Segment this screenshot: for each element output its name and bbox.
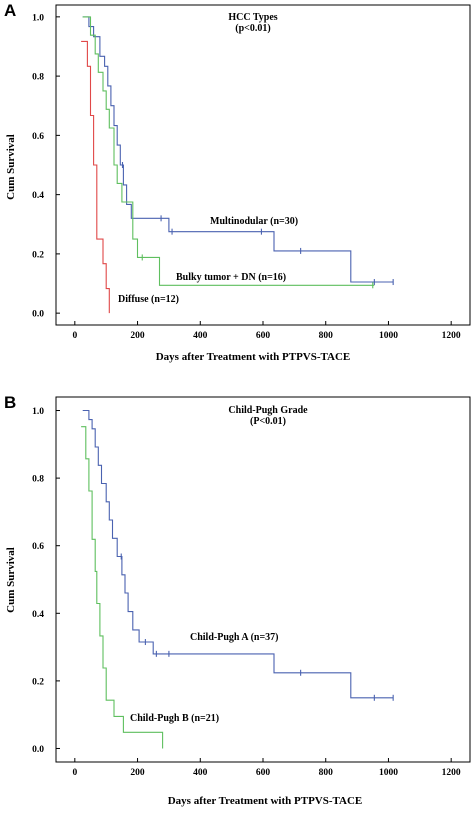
panel-b-label-grade-b: Child-Pugh B (n=21) bbox=[130, 713, 219, 724]
panel-a-subtitle: (p<0.01) bbox=[235, 23, 270, 34]
panel-b-letter: B bbox=[4, 393, 16, 412]
y-tick-label: 0.0 bbox=[32, 310, 44, 320]
x-tick-label: 1200 bbox=[442, 768, 461, 778]
series-line-1 bbox=[82, 16, 375, 286]
panel-a-title: HCC Types bbox=[228, 12, 277, 23]
y-tick-label: 1.0 bbox=[32, 13, 44, 23]
series-line-1 bbox=[81, 426, 164, 749]
panel-a-y-axis-label: Cum Survival bbox=[5, 134, 17, 200]
panel-a-label-multinodular: Multinodular (n=30) bbox=[210, 216, 298, 227]
x-tick-label: 400 bbox=[193, 768, 208, 778]
panel-b-y-ticks: 0.0 0.2 0.4 0.6 0.8 1.0 bbox=[32, 407, 60, 755]
y-tick-label: 0.4 bbox=[32, 610, 44, 620]
x-tick-label: 200 bbox=[130, 768, 145, 778]
x-tick-label: 1000 bbox=[379, 768, 398, 778]
x-tick-label: 0 bbox=[72, 768, 77, 778]
x-tick-label: 1200 bbox=[442, 331, 461, 341]
y-tick-label: 0.2 bbox=[32, 677, 44, 687]
x-tick-label: 200 bbox=[130, 331, 145, 341]
panel-a-x-axis-label: Days after Treatment with PTPVS-TACE bbox=[156, 351, 351, 363]
panel-a: A HCC Types (p<0.01) Cum Survival Days a… bbox=[4, 1, 471, 363]
x-tick-label: 800 bbox=[319, 768, 334, 778]
x-tick-label: 600 bbox=[256, 768, 271, 778]
y-tick-label: 0.0 bbox=[32, 745, 44, 755]
y-tick-label: 0.8 bbox=[32, 73, 44, 83]
panel-a-x-ticks: 0 200 400 600 800 1000 1200 bbox=[72, 321, 461, 341]
x-tick-label: 400 bbox=[193, 331, 208, 341]
y-tick-label: 0.8 bbox=[32, 475, 44, 485]
panel-a-series bbox=[81, 16, 394, 314]
panel-a-label-bulky: Bulky tumor + DN (n=16) bbox=[176, 272, 286, 283]
x-tick-label: 800 bbox=[319, 331, 334, 341]
panel-a-letter: A bbox=[4, 1, 16, 20]
panel-b-label-grade-a: Child-Pugh A (n=37) bbox=[190, 632, 279, 643]
panel-a-y-ticks: 0.0 0.2 0.4 0.6 0.8 1.0 bbox=[32, 13, 60, 320]
x-tick-label: 0 bbox=[72, 331, 77, 341]
panel-b-x-axis-label: Days after Treatment with PTPVS-TACE bbox=[168, 795, 363, 807]
panel-b-y-axis-label: Cum Survival bbox=[5, 547, 17, 613]
x-tick-label: 1000 bbox=[379, 331, 398, 341]
panel-b-title: Child-Pugh Grade bbox=[228, 405, 308, 416]
series-line-2 bbox=[81, 40, 110, 314]
y-tick-label: 1.0 bbox=[32, 407, 44, 417]
y-tick-label: 0.4 bbox=[32, 191, 44, 201]
y-tick-label: 0.2 bbox=[32, 250, 44, 260]
panel-b-x-ticks: 0 200 400 600 800 1000 1200 bbox=[72, 758, 461, 778]
series-line-0 bbox=[82, 409, 394, 699]
y-tick-label: 0.6 bbox=[32, 542, 44, 552]
panel-b-series bbox=[81, 409, 394, 749]
panel-b-frame bbox=[55, 396, 471, 763]
x-tick-label: 600 bbox=[256, 331, 271, 341]
panel-a-label-diffuse: Diffuse (n=12) bbox=[118, 294, 179, 305]
y-tick-label: 0.6 bbox=[32, 132, 44, 142]
panel-b-subtitle: (P<0.01) bbox=[250, 416, 286, 427]
series-line-0 bbox=[82, 16, 394, 283]
panel-b: B Child-Pugh Grade (P<0.01) Cum Survival… bbox=[4, 393, 471, 807]
